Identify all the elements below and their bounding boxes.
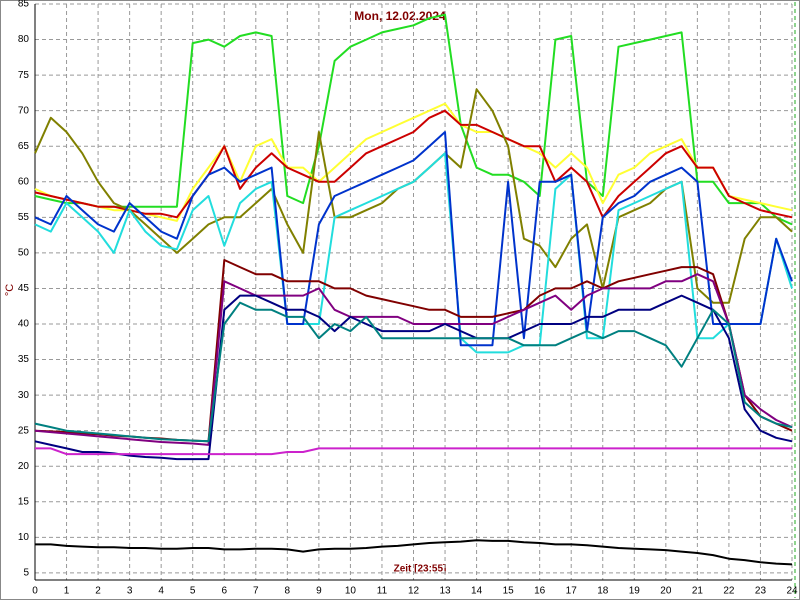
y-tick-label: 25 xyxy=(18,425,30,436)
line-series xyxy=(34,102,793,222)
line-series xyxy=(34,301,793,443)
x-tick-label: 21 xyxy=(692,586,704,597)
y-tick-label: 50 xyxy=(18,248,30,259)
y-tick-label: 55 xyxy=(18,212,30,223)
x-tick-label: 18 xyxy=(597,586,609,597)
x-tick-label: 19 xyxy=(629,586,641,597)
x-tick-label: 2 xyxy=(95,586,101,597)
x-tick-label: 22 xyxy=(723,586,735,597)
x-tick-label: 14 xyxy=(471,586,483,597)
y-tick-label: 5 xyxy=(23,568,29,579)
chart-title: Mon, 12.02.2024 xyxy=(354,9,446,23)
x-tick-label: 0 xyxy=(32,586,38,597)
x-tick-label: 12 xyxy=(408,586,420,597)
line-series xyxy=(34,131,793,347)
line-series xyxy=(34,294,793,461)
y-tick-label: 65 xyxy=(18,141,30,152)
line-series xyxy=(34,109,793,219)
y-tick-label: 40 xyxy=(18,319,30,330)
line-series xyxy=(35,447,792,456)
line-series xyxy=(34,273,793,446)
y-tick-label: 75 xyxy=(18,70,30,81)
x-tick-label: 10 xyxy=(345,586,357,597)
x-axis-label: Zeit [23:55] xyxy=(394,564,447,575)
x-tick-label: 23 xyxy=(755,586,767,597)
x-tick-label: 15 xyxy=(503,586,515,597)
x-tick-label: 9 xyxy=(316,586,322,597)
x-tick-label: 4 xyxy=(158,586,164,597)
x-tick-label: 1 xyxy=(64,586,70,597)
x-tick-label: 6 xyxy=(221,586,227,597)
x-tick-label: 11 xyxy=(377,586,388,597)
y-tick-label: 10 xyxy=(18,532,30,543)
y-tick-label: 85 xyxy=(18,0,30,10)
x-tick-label: 16 xyxy=(534,586,546,597)
x-tick-label: 5 xyxy=(190,586,196,597)
x-tick-label: 20 xyxy=(660,586,672,597)
y-tick-label: 20 xyxy=(18,461,30,472)
y-tick-label: 30 xyxy=(18,390,30,401)
y-tick-label: 45 xyxy=(18,283,30,294)
line-series xyxy=(34,13,793,226)
line-series xyxy=(35,539,793,566)
line-series xyxy=(34,152,793,354)
y-axis-label: °C xyxy=(4,284,16,296)
x-tick-label: 17 xyxy=(566,586,578,597)
x-tick-label: 3 xyxy=(127,586,133,597)
y-tick-label: 60 xyxy=(18,176,30,187)
y-tick-label: 80 xyxy=(18,34,30,45)
y-tick-label: 70 xyxy=(18,105,30,116)
y-tick-label: 35 xyxy=(18,354,30,365)
y-tick-label: 15 xyxy=(18,496,30,507)
x-tick-label: 8 xyxy=(285,586,291,597)
x-tick-label: 13 xyxy=(439,586,451,597)
x-tick-label: 7 xyxy=(253,586,259,597)
x-tick-label: 24 xyxy=(786,586,798,597)
